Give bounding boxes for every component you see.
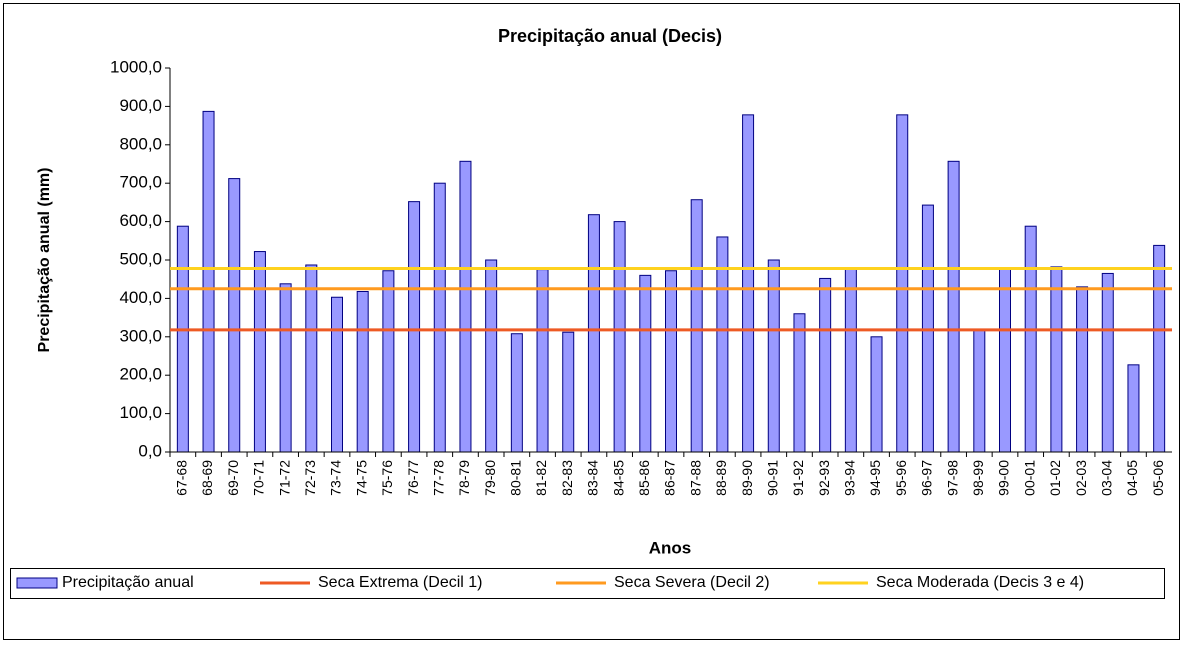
x-tick-label: 80-81 [508, 460, 524, 496]
x-tick-label: 95-96 [893, 460, 909, 496]
legend-label: Seca Moderada (Decis 3 e 4) [876, 574, 1084, 591]
x-tick-label: 01-02 [1047, 460, 1063, 496]
bar [999, 267, 1011, 453]
y-tick-label: 700,0 [119, 173, 162, 192]
bar [510, 333, 523, 453]
x-tick-label: 68-69 [199, 460, 215, 496]
x-tick-label: 72-73 [302, 460, 318, 496]
x-tick-label: 81-82 [533, 460, 549, 496]
y-axis-label: Precipitação anual (mm) [36, 168, 53, 353]
y-tick-label: 900,0 [119, 96, 162, 115]
x-tick-label: 71-72 [276, 460, 292, 496]
legend-label: Seca Severa (Decil 2) [614, 574, 770, 591]
bar [947, 160, 960, 453]
bar [382, 270, 395, 453]
x-tick-label: 04-05 [1124, 460, 1140, 496]
x-tick-label: 85-86 [636, 460, 652, 496]
x-tick-label: 93-94 [842, 460, 858, 496]
x-tick-label: 05-06 [1150, 460, 1166, 496]
bar [665, 270, 677, 453]
x-tick-label: 76-77 [405, 460, 421, 496]
legend-label: Precipitação anual [62, 574, 194, 591]
x-tick-label: 02-03 [1073, 460, 1089, 496]
bar [1076, 286, 1089, 453]
y-tick-label: 600,0 [119, 211, 162, 230]
x-tick-label: 88-89 [713, 460, 729, 496]
x-tick-label: 00-01 [1021, 460, 1037, 496]
bar [587, 214, 600, 453]
bar [331, 296, 343, 453]
x-tick-label: 94-95 [867, 460, 883, 496]
bar [613, 221, 626, 453]
bar [973, 329, 986, 453]
bar [1050, 266, 1063, 453]
legend-label: Seca Extrema (Decil 1) [318, 574, 483, 591]
bar [305, 264, 318, 453]
y-tick-label: 800,0 [119, 134, 162, 153]
bar [819, 277, 832, 453]
x-tick-label: 75-76 [379, 460, 395, 496]
y-tick-label: 200,0 [119, 365, 162, 384]
bar [1101, 272, 1114, 453]
x-axis-label: Anos [649, 538, 692, 557]
bar [356, 290, 369, 453]
x-tick-label: 89-90 [739, 460, 755, 496]
bar [279, 283, 292, 453]
bar [433, 182, 446, 453]
bar [202, 110, 215, 453]
x-tick-label: 96-97 [919, 460, 935, 496]
bar [870, 336, 883, 453]
x-tick-label: 99-00 [996, 460, 1012, 496]
legend-swatch [16, 577, 58, 589]
bar [562, 331, 575, 453]
x-tick-label: 79-80 [482, 460, 498, 496]
x-tick-label: 70-71 [251, 460, 267, 496]
y-tick-label: 1000,0 [110, 57, 162, 76]
y-tick-label: 400,0 [119, 288, 162, 307]
bar [896, 114, 909, 453]
x-tick-label: 78-79 [456, 460, 472, 496]
x-tick-label: 67-68 [174, 460, 190, 496]
bar [742, 114, 755, 453]
chart-title: Precipitação anual (Decis) [498, 26, 722, 46]
x-tick-label: 82-83 [559, 460, 575, 496]
bar [844, 267, 857, 453]
bar [1153, 244, 1166, 453]
x-tick-label: 91-92 [790, 460, 806, 496]
bar [1127, 364, 1140, 453]
bar [690, 199, 703, 453]
y-tick-label: 0,0 [138, 441, 162, 460]
x-tick-label: 87-88 [687, 460, 703, 496]
x-tick-label: 69-70 [225, 460, 241, 496]
bar [639, 274, 652, 453]
x-tick-label: 92-93 [816, 460, 832, 496]
x-tick-label: 83-84 [585, 460, 601, 496]
bar [536, 269, 549, 453]
x-tick-label: 90-91 [764, 460, 780, 496]
x-tick-label: 98-99 [970, 460, 986, 496]
bar [1024, 225, 1037, 453]
x-tick-label: 86-87 [662, 460, 678, 496]
x-tick-label: 03-04 [1098, 460, 1114, 496]
bar [253, 251, 266, 453]
y-tick-label: 300,0 [119, 326, 162, 345]
bar [408, 201, 421, 453]
y-tick-label: 500,0 [119, 249, 162, 268]
bar [228, 178, 241, 453]
y-tick-label: 100,0 [119, 403, 162, 422]
bar [459, 160, 472, 453]
x-tick-label: 73-74 [328, 460, 344, 496]
x-tick-label: 84-85 [610, 460, 626, 496]
x-tick-label: 74-75 [353, 460, 369, 496]
x-tick-label: 77-78 [430, 460, 446, 496]
x-tick-label: 97-98 [944, 460, 960, 496]
bar [176, 225, 189, 453]
bar [793, 313, 806, 453]
